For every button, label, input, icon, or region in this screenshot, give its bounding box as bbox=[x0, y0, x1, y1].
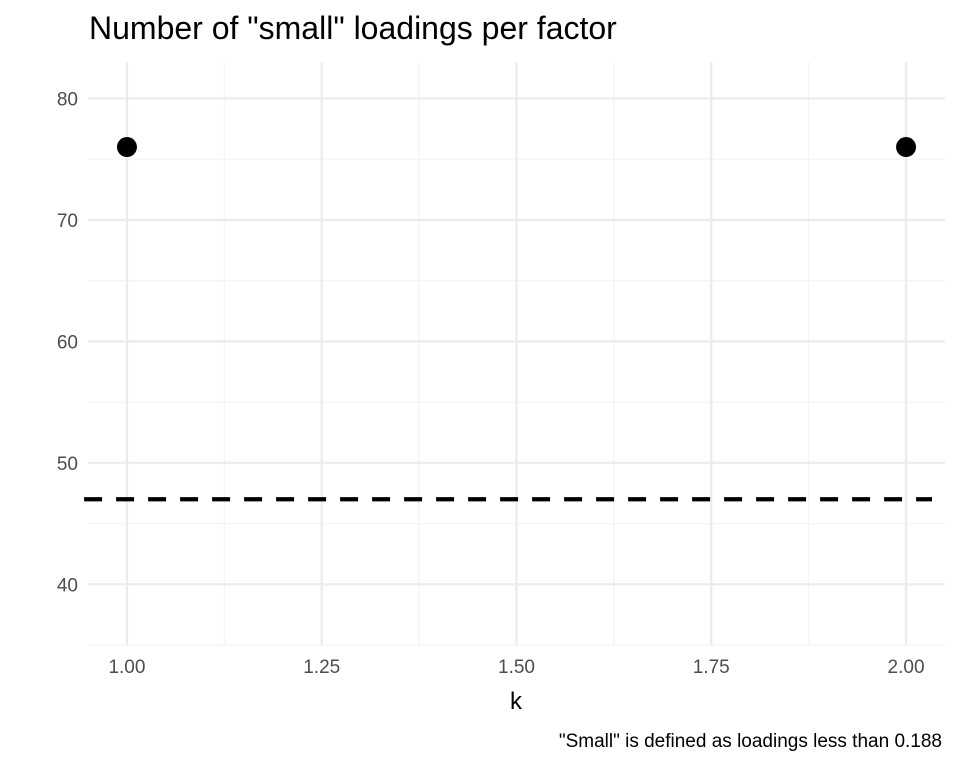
x-tick-label: 1.75 bbox=[693, 657, 730, 678]
x-tick-label: 1.25 bbox=[303, 657, 340, 678]
y-tick-label: 50 bbox=[57, 454, 78, 475]
y-tick-label: 60 bbox=[57, 332, 78, 353]
data-point bbox=[116, 137, 137, 158]
chart-caption: "Small" is defined as loadings less than… bbox=[559, 731, 942, 752]
y-tick-label: 70 bbox=[57, 211, 78, 232]
x-tick-label: 2.00 bbox=[888, 657, 925, 678]
y-tick-label: 40 bbox=[57, 575, 78, 596]
points-layer bbox=[116, 137, 917, 158]
y-axis-ticks: 40 50 60 70 80 bbox=[57, 89, 78, 596]
y-tick-label: 80 bbox=[57, 89, 78, 110]
data-point bbox=[896, 137, 917, 158]
x-axis-title: k bbox=[510, 688, 523, 715]
x-axis-ticks: 1.00 1.25 1.50 1.75 2.00 bbox=[108, 657, 924, 678]
x-tick-label: 1.00 bbox=[108, 657, 145, 678]
chart-title: Number of "small" loadings per factor bbox=[89, 10, 617, 46]
x-tick-label: 1.50 bbox=[498, 657, 535, 678]
major-gridlines bbox=[88, 62, 945, 645]
